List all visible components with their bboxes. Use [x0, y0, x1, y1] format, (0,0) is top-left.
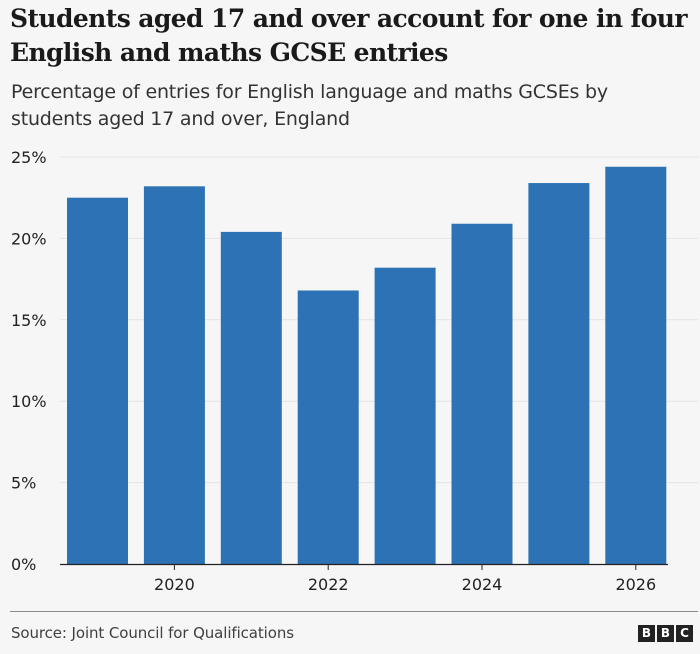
x-tick-label: 2022	[308, 575, 349, 594]
bar-2023	[374, 267, 436, 564]
bar-2022	[297, 290, 359, 564]
y-tick-label: 0%	[11, 555, 36, 574]
bar-2024	[451, 223, 513, 565]
chart-title: Students aged 17 and over account for on…	[10, 4, 688, 67]
y-tick-label: 20%	[11, 229, 47, 248]
bar-2026	[605, 166, 667, 564]
y-tick-label: 15%	[11, 311, 47, 330]
bar-chart: 0% 5% 10% 15% 20% 25% 2020 2022 2024 2026	[11, 148, 698, 594]
bbc-logo-letter: C	[676, 625, 693, 642]
y-tick-label: 5%	[11, 474, 36, 493]
bar-2020	[143, 186, 205, 564]
x-tick-label: 2020	[154, 575, 195, 594]
bbc-logo-letter: B	[657, 625, 674, 642]
bar-2019	[67, 197, 128, 564]
bar-2025	[528, 183, 590, 564]
chart-subtitle: Percentage of entries for English langua…	[11, 81, 608, 130]
x-tick-label: 2024	[462, 575, 503, 594]
y-tick-label: 10%	[11, 392, 47, 411]
bbc-logo-letter: B	[638, 625, 655, 642]
bar-2021	[220, 231, 282, 564]
y-tick-label: 25%	[11, 148, 47, 167]
x-tick-label: 2026	[615, 575, 656, 594]
bbc-logo: B B C	[638, 625, 693, 642]
footer-divider	[10, 611, 698, 612]
source-note: Source: Joint Council for Qualifications	[11, 624, 294, 642]
